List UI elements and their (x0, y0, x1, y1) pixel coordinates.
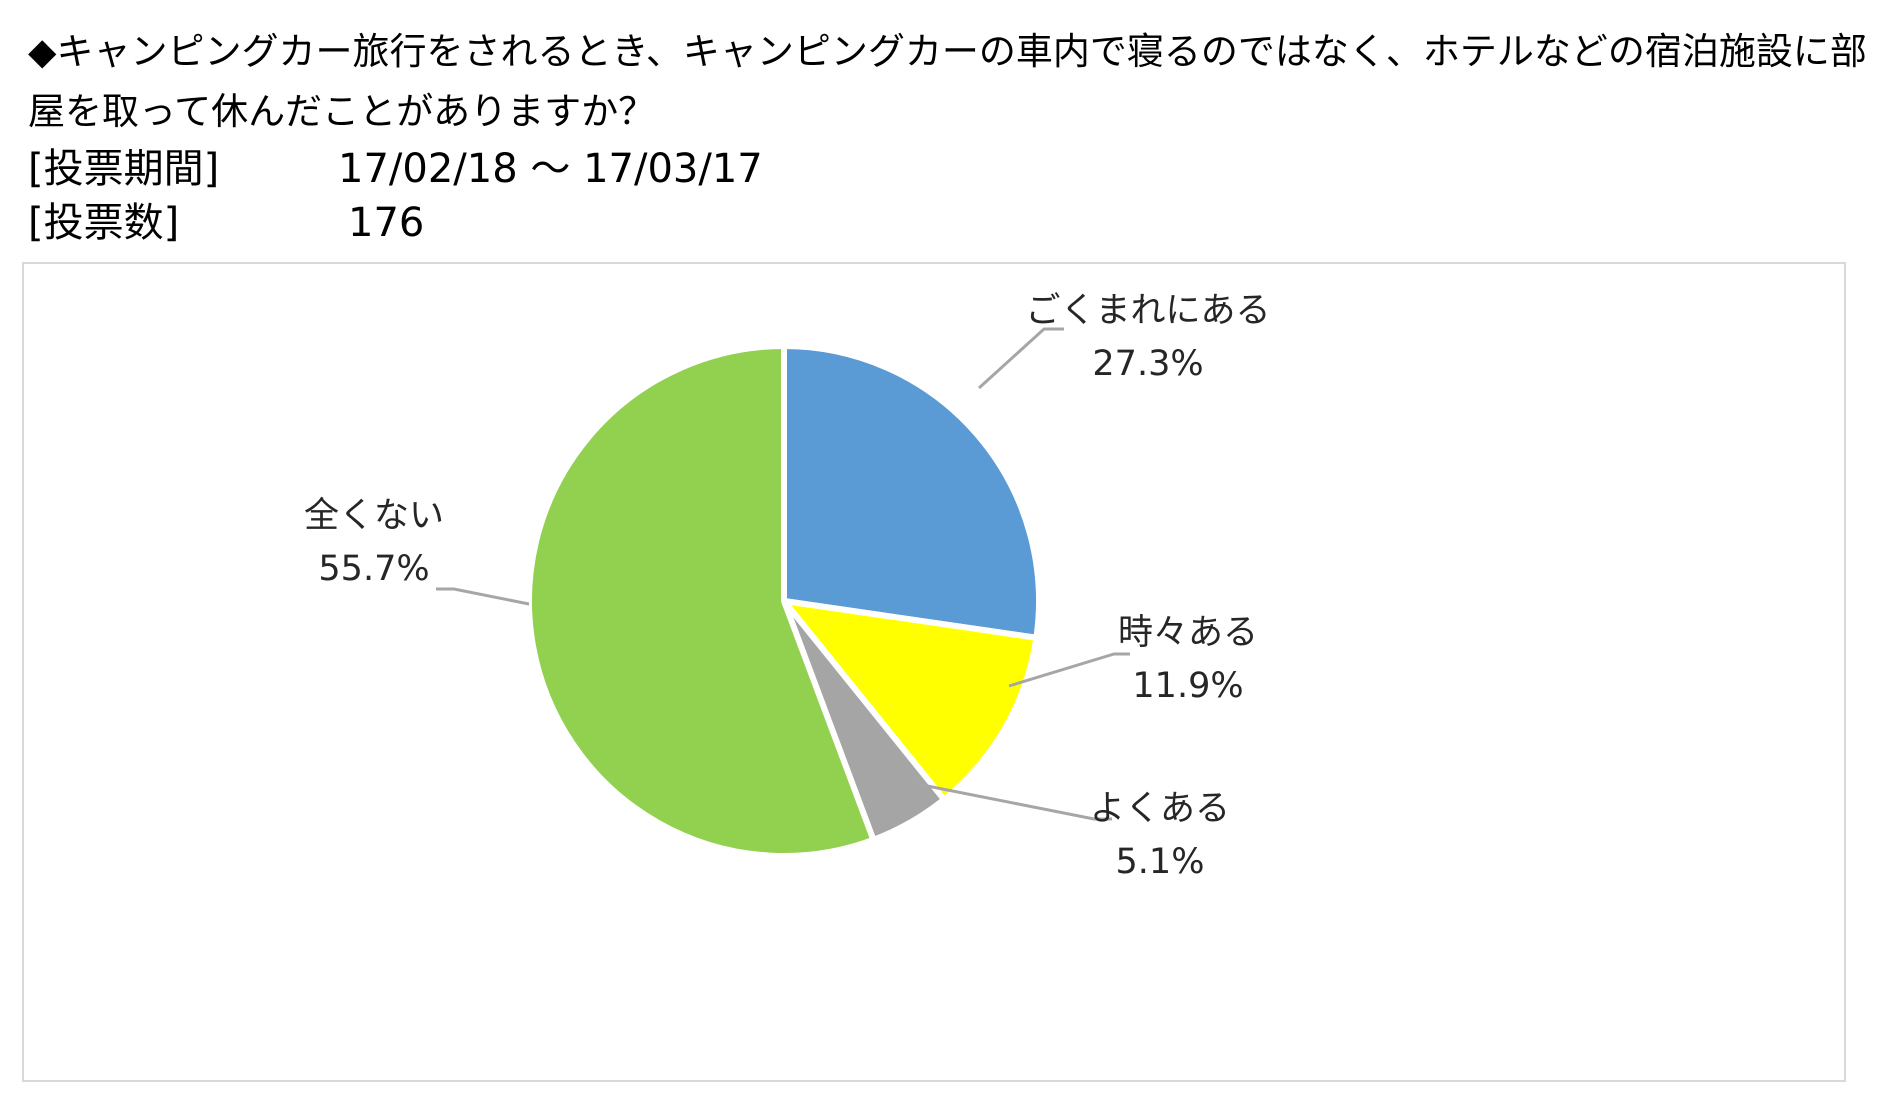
pie-chart: ごくまれにある 27.3% 時々ある 11.9% よくある 5.1% 全くない 55.7% (304, 291, 1271, 882)
pie-slice-4 (526, 343, 877, 859)
leader-line-1 (977, 327, 1064, 390)
pie-slice-1 (781, 343, 1042, 641)
vote-count-label: [投票数] (28, 200, 180, 246)
pie-slice-2 (781, 598, 1040, 803)
vote-count-value: 176 (348, 200, 425, 246)
slice-value-label: 5.1% (1116, 842, 1205, 882)
vote-count-row: [投票数] 176 (28, 196, 1868, 250)
voting-period-row: [投票期間] 17/02/18 ～ 17/03/17 (28, 142, 1868, 196)
pie-slices (526, 343, 1042, 859)
survey-question: ◆キャンピングカー旅行をされるとき、キャンピングカーの車内で寝るのではなく、ホテ… (28, 30, 1867, 133)
chart-header: ◆キャンピングカー旅行をされるとき、キャンピングカーの車内で寝るのではなく、ホテ… (28, 22, 1868, 250)
slice-category-label: よくある (1090, 789, 1230, 829)
leader-lines (436, 327, 1130, 821)
slice-category-label: ごくまれにある (1025, 291, 1270, 331)
leader-line-4 (436, 587, 530, 606)
leader-line-2 (1008, 652, 1130, 688)
slice-value-label: 11.9% (1132, 666, 1243, 706)
chart-frame: ごくまれにある 27.3% 時々ある 11.9% よくある 5.1% 全くない 55.7% (22, 262, 1846, 1082)
voting-period-value: 17/02/18 ～ 17/03/17 (338, 146, 763, 192)
slice-category-label: 時々ある (1118, 613, 1258, 653)
voting-period-label: [投票期間] (28, 146, 220, 192)
slice-labels: ごくまれにある 27.3% 時々ある 11.9% よくある 5.1% 全くない 55.7% (304, 291, 1271, 882)
slice-value-label: 55.7% (318, 549, 429, 589)
slice-category-label: 全くない (304, 496, 444, 536)
slice-value-label: 27.3% (1092, 344, 1203, 384)
leader-line-3 (911, 781, 1112, 821)
